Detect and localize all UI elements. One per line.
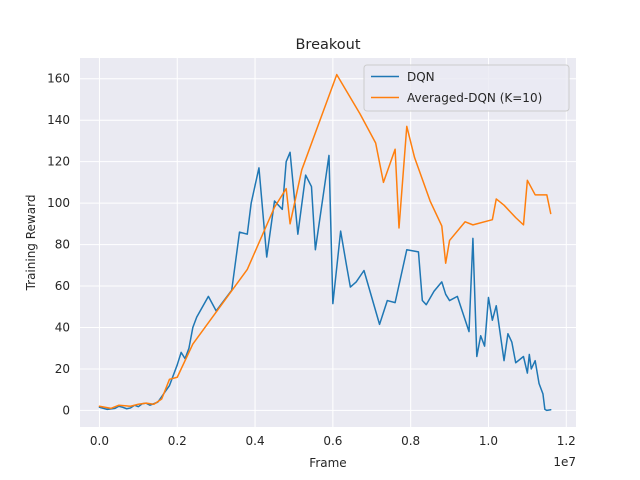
y-tick-label: 0 — [62, 403, 70, 417]
y-axis-label: Training Reward — [24, 195, 38, 292]
legend-label-dqn: DQN — [407, 70, 435, 84]
legend-label-averaged-dqn: Averaged-DQN (K=10) — [407, 91, 542, 105]
y-tick-label: 80 — [55, 238, 70, 252]
series-line-dqn — [98, 151, 552, 412]
legend-box — [363, 64, 570, 112]
plot-area — [80, 58, 576, 427]
y-tick-label: 140 — [47, 113, 70, 127]
chart-title: Breakout — [295, 37, 360, 53]
y-tick-label: 40 — [55, 320, 70, 334]
x-axis-offset-label: 1e7 — [553, 455, 576, 469]
y-tick-label: 20 — [55, 362, 70, 376]
series-group — [98, 73, 552, 412]
x-tick-labels: 0.0 0.2 0.4 0.6 0.8 1.0 1.2 — [90, 434, 576, 448]
y-tick-label: 60 — [55, 279, 70, 293]
y-tick-label: 120 — [47, 155, 70, 169]
x-tick-label: 1.2 — [557, 434, 576, 448]
x-tick-label: 1.0 — [479, 434, 498, 448]
x-tick-label: 0.6 — [323, 434, 342, 448]
legend: DQN Averaged-DQN (K=10) — [363, 64, 570, 112]
x-tick-label: 0.8 — [401, 434, 420, 448]
x-tick-label: 0.4 — [246, 434, 265, 448]
y-tick-label: 100 — [47, 196, 70, 210]
x-axis-label: Frame — [309, 456, 346, 470]
x-tick-label: 0.0 — [90, 434, 109, 448]
y-tick-label: 160 — [47, 72, 70, 86]
x-tick-label: 0.2 — [168, 434, 187, 448]
series-line-averaged-dqn — [98, 73, 552, 410]
y-tick-labels: 0 20 40 60 80 100 120 140 160 — [47, 72, 70, 418]
